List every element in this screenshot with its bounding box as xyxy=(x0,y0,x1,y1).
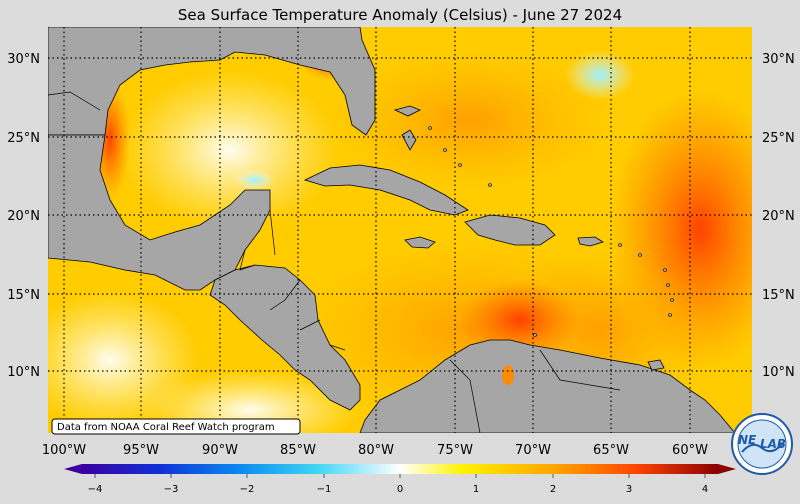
border-costa-rica xyxy=(329,344,346,351)
island xyxy=(428,126,432,130)
lat-label-left: 15°N xyxy=(7,288,40,303)
lat-label-left: 10°N xyxy=(7,365,40,380)
anomaly-mild-gulf xyxy=(120,70,340,230)
lat-label-right: 15°N xyxy=(762,288,795,303)
land xyxy=(48,27,736,433)
graticule xyxy=(48,27,752,433)
lon-label: 80°W xyxy=(358,443,394,458)
colorbar-bar xyxy=(82,464,718,474)
colorbar-tick-label: 3 xyxy=(626,484,632,495)
colorbar-tick-label: 0 xyxy=(397,484,403,495)
logo-text-lab: LAB xyxy=(760,437,786,451)
land-hispaniola xyxy=(464,214,556,246)
lat-label-right: 30°N xyxy=(762,52,795,67)
border-guatemala xyxy=(239,249,256,271)
logo-inner-disc xyxy=(737,419,787,469)
colorbar-tick-label: −2 xyxy=(240,484,255,495)
island xyxy=(663,268,667,272)
anomaly-mild-pacific-south xyxy=(140,370,360,433)
lat-label-left: 20°N xyxy=(7,209,40,224)
logo-wave xyxy=(741,443,783,453)
credit-box: Data from NOAA Coral Reef Watch program xyxy=(51,418,301,435)
colorbar-tick-label: −3 xyxy=(164,484,179,495)
island xyxy=(668,313,672,317)
border-belize xyxy=(269,209,276,256)
credit-box-frame xyxy=(51,418,301,435)
land-bahamas-north xyxy=(393,105,421,117)
lon-label: 95°W xyxy=(123,443,159,458)
lon-label: 60°W xyxy=(672,443,708,458)
lon-label: 75°W xyxy=(437,443,473,458)
lon-label: 70°W xyxy=(515,443,551,458)
border-venezuela xyxy=(539,349,621,391)
colorbar: −4 −3 −2 −1 0 1 2 3 4 xyxy=(64,464,736,495)
land-central-america xyxy=(209,264,361,411)
agency-logo: NE LAB xyxy=(731,413,793,475)
island xyxy=(533,333,537,337)
longitude-labels: 100°W 95°W 90°W 85°W 80°W 75°W 70°W 65°W… xyxy=(42,443,708,458)
lake-maracaibo xyxy=(502,365,514,385)
lat-label-right: 20°N xyxy=(762,209,795,224)
island xyxy=(666,283,670,287)
anomaly-warm-atlantic xyxy=(330,50,610,190)
colorbar-tick-label: −1 xyxy=(317,484,332,495)
colorbar-high-extend xyxy=(718,464,736,474)
island xyxy=(638,253,642,257)
lon-label: 100°W xyxy=(42,443,86,458)
latitude-labels-left: 30°N 25°N 20°N 15°N 10°N xyxy=(7,52,40,380)
colorbar-tick-label: −4 xyxy=(88,484,103,495)
lon-label: 85°W xyxy=(280,443,316,458)
latitude-labels-right: 30°N 25°N 20°N 15°N 10°N xyxy=(762,52,795,380)
land-united-states xyxy=(48,27,376,136)
lat-label-left: 30°N xyxy=(7,52,40,67)
colorbar-tick-label: 4 xyxy=(702,484,708,495)
island xyxy=(458,163,462,167)
colorbar-tick-label: 2 xyxy=(550,484,556,495)
border-colombia xyxy=(449,359,481,433)
land-cuba xyxy=(303,164,469,216)
map-title: Sea Surface Temperature Anomaly (Celsius… xyxy=(178,6,622,24)
island xyxy=(670,298,674,302)
map-area xyxy=(48,27,752,433)
logo-text-ne: NE xyxy=(738,433,757,447)
small-islands xyxy=(428,126,674,337)
lat-label-right: 25°N xyxy=(762,131,795,146)
land-south-america xyxy=(359,339,736,433)
country-borders xyxy=(48,91,621,433)
border-us-mexico xyxy=(48,91,101,111)
lat-label-left: 25°N xyxy=(7,131,40,146)
credit-text: Data from NOAA Coral Reef Watch program xyxy=(57,422,275,433)
land-puerto-rico xyxy=(577,236,604,247)
anomaly-cool-yucatan xyxy=(235,170,275,190)
border-nicaragua xyxy=(299,319,321,331)
island xyxy=(618,243,622,247)
colorbar-low-extend xyxy=(64,464,82,474)
colorbar-tick-label: 1 xyxy=(473,484,479,495)
land-bahamas-andros xyxy=(401,129,417,151)
island xyxy=(443,148,447,152)
lon-label: 90°W xyxy=(202,443,238,458)
land-trinidad xyxy=(647,359,665,371)
lat-label-right: 10°N xyxy=(762,365,795,380)
border-honduras xyxy=(269,279,301,311)
island xyxy=(488,183,492,187)
land-jamaica xyxy=(404,236,436,249)
lon-label: 65°W xyxy=(593,443,629,458)
anomaly-cool-atlantic xyxy=(565,50,635,100)
colorbar-ticks xyxy=(94,474,706,478)
